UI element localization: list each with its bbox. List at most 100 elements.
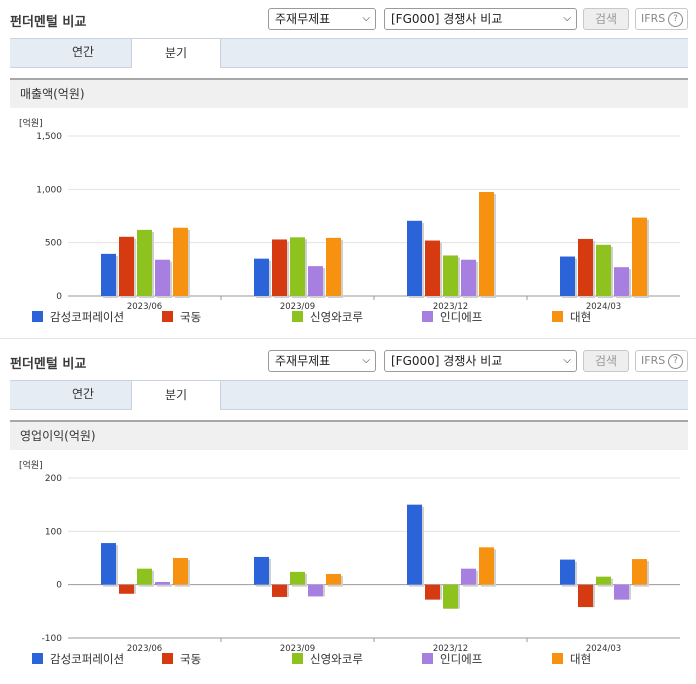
chevron-down-icon: ⌵	[563, 13, 571, 24]
ifrs-label: IFRS	[641, 354, 666, 367]
legend-label: 국동	[180, 310, 201, 324]
bar-1-2023-09	[254, 258, 269, 296]
bar-2-2023-09	[272, 239, 287, 296]
y-tick-label: 1,000	[36, 185, 62, 195]
bar-4-2023-06	[155, 259, 170, 296]
bar-2-2024-03	[578, 238, 593, 296]
metric-title: 영업이익(억원)	[10, 420, 688, 450]
statement-type-select[interactable]: 주재무제표 ⌵	[268, 350, 376, 372]
y-tick-label: 1,500	[36, 132, 62, 142]
bar-5-2024-03	[632, 559, 647, 585]
bar-3-2023-12	[443, 584, 458, 609]
bar-2-2023-06	[119, 584, 134, 594]
x-tick-label: 2023/12	[433, 644, 468, 654]
section-title: 펀더멘털 비교	[10, 357, 87, 372]
legend-label: 감성코퍼레이션	[50, 652, 124, 666]
x-tick-label: 2023/06	[127, 644, 162, 654]
legend-swatch	[422, 653, 433, 664]
legend-label: 인디에프	[440, 310, 482, 324]
bar-4-2024-03	[614, 267, 629, 296]
bar-1-2023-09	[254, 556, 269, 585]
y-tick-label: 0	[56, 581, 62, 591]
x-tick-label: 2024/03	[586, 644, 621, 654]
legend-label: 대현	[570, 652, 591, 666]
help-icon[interactable]: ?	[668, 354, 683, 369]
x-tick-label: 2023/09	[280, 302, 315, 312]
search-button[interactable]: 검색	[583, 350, 629, 372]
section-header: 펀더멘털 비교 주재무제표 ⌵ [FG000] 경쟁사 비교 ⌵ 검색 IFRS…	[0, 342, 696, 378]
bar-5-2024-03	[632, 217, 647, 296]
chevron-down-icon: ⌵	[563, 355, 571, 366]
fundamental-section-sales: 펀더멘털 비교 주재무제표 ⌵ [FG000] 경쟁사 비교 ⌵ 검색 IFRS…	[0, 0, 696, 340]
bar-1-2024-03	[560, 256, 575, 296]
legend-label: 신영와코루	[310, 652, 363, 666]
statement-type-select[interactable]: 주재무제표 ⌵	[268, 8, 376, 30]
section-title: 펀더멘털 비교	[10, 15, 87, 30]
x-tick-label: 2024/03	[586, 302, 621, 312]
legend-swatch	[552, 311, 563, 322]
y-tick-label: 500	[45, 239, 62, 249]
bar-2-2023-12	[425, 240, 440, 296]
bar-5-2023-12	[479, 192, 494, 296]
bar-4-2023-12	[461, 259, 476, 296]
y-tick-label: 0	[56, 292, 62, 302]
bar-3-2024-03	[596, 244, 611, 296]
legend-swatch	[32, 311, 43, 322]
tab-annual[interactable]: 연간	[71, 387, 95, 401]
metric-title: 매출액(억원)	[10, 78, 688, 108]
bar-1-2023-06	[101, 543, 116, 585]
bar-1-2023-12	[407, 504, 422, 585]
legend-label: 대현	[570, 310, 591, 324]
peer-group-select[interactable]: [FG000] 경쟁사 비교 ⌵	[384, 8, 577, 30]
bar-1-2023-06	[101, 253, 116, 296]
statement-type-value: 주재무제표	[275, 354, 331, 368]
bar-2-2024-03	[578, 584, 593, 608]
y-tick-label: 100	[45, 527, 62, 537]
legend-swatch	[292, 653, 303, 664]
bar-3-2023-09	[290, 237, 305, 296]
period-tabs: 연간 분기	[10, 38, 688, 68]
chevron-down-icon: ⌵	[362, 355, 370, 366]
bar-5-2023-06	[173, 558, 188, 585]
bar-2-2023-09	[272, 584, 287, 597]
chevron-down-icon: ⌵	[362, 13, 370, 24]
tab-annual[interactable]: 연간	[71, 45, 95, 59]
bar-5-2023-06	[173, 227, 188, 296]
y-tick-label: 200	[45, 474, 62, 484]
bar-3-2024-03	[596, 576, 611, 585]
x-tick-label: 2023/12	[433, 302, 468, 312]
bar-1-2024-03	[560, 559, 575, 585]
bar-3-2023-06	[137, 229, 152, 296]
peer-group-value: [FG000] 경쟁사 비교	[391, 354, 503, 368]
ifrs-toggle[interactable]: IFRS ?	[635, 350, 688, 372]
search-button[interactable]: 검색	[583, 8, 629, 30]
bar-4-2023-06	[155, 582, 170, 585]
operating-income-bar-chart: [억원] -100 0 100 200 2023/06 2023/09 2023/12 2024…	[19, 459, 680, 666]
y-tick-label: -100	[42, 634, 63, 644]
bar-5-2023-12	[479, 547, 494, 585]
legend-swatch	[292, 311, 303, 322]
legend-swatch	[552, 653, 563, 664]
tab-quarterly[interactable]: 분기	[131, 380, 221, 410]
bar-shadow	[157, 584, 172, 587]
bar-4-2023-09	[308, 584, 323, 597]
x-tick-label: 2023/06	[127, 302, 162, 312]
section-header: 펀더멘털 비교 주재무제표 ⌵ [FG000] 경쟁사 비교 ⌵ 검색 IFRS…	[0, 0, 696, 36]
tab-quarterly[interactable]: 분기	[131, 38, 221, 68]
y-unit-label: [억원]	[19, 459, 43, 471]
legend-label: 감성코퍼레이션	[50, 310, 124, 324]
peer-group-select[interactable]: [FG000] 경쟁사 비교 ⌵	[384, 350, 577, 372]
bar-5-2023-09	[326, 574, 341, 585]
legend-swatch	[162, 653, 173, 664]
section-divider	[0, 338, 696, 339]
legend-swatch	[422, 311, 433, 322]
ifrs-label: IFRS	[641, 12, 666, 25]
legend-swatch	[32, 653, 43, 664]
bar-3-2023-06	[137, 568, 152, 585]
fundamental-section-operating-income: 펀더멘털 비교 주재무제표 ⌵ [FG000] 경쟁사 비교 ⌵ 검색 IFRS…	[0, 342, 696, 684]
bar-2-2023-12	[425, 584, 440, 600]
y-unit-label: [억원]	[19, 117, 43, 129]
legend-label: 인디에프	[440, 652, 482, 666]
ifrs-toggle[interactable]: IFRS ?	[635, 8, 688, 30]
help-icon[interactable]: ?	[668, 12, 683, 27]
